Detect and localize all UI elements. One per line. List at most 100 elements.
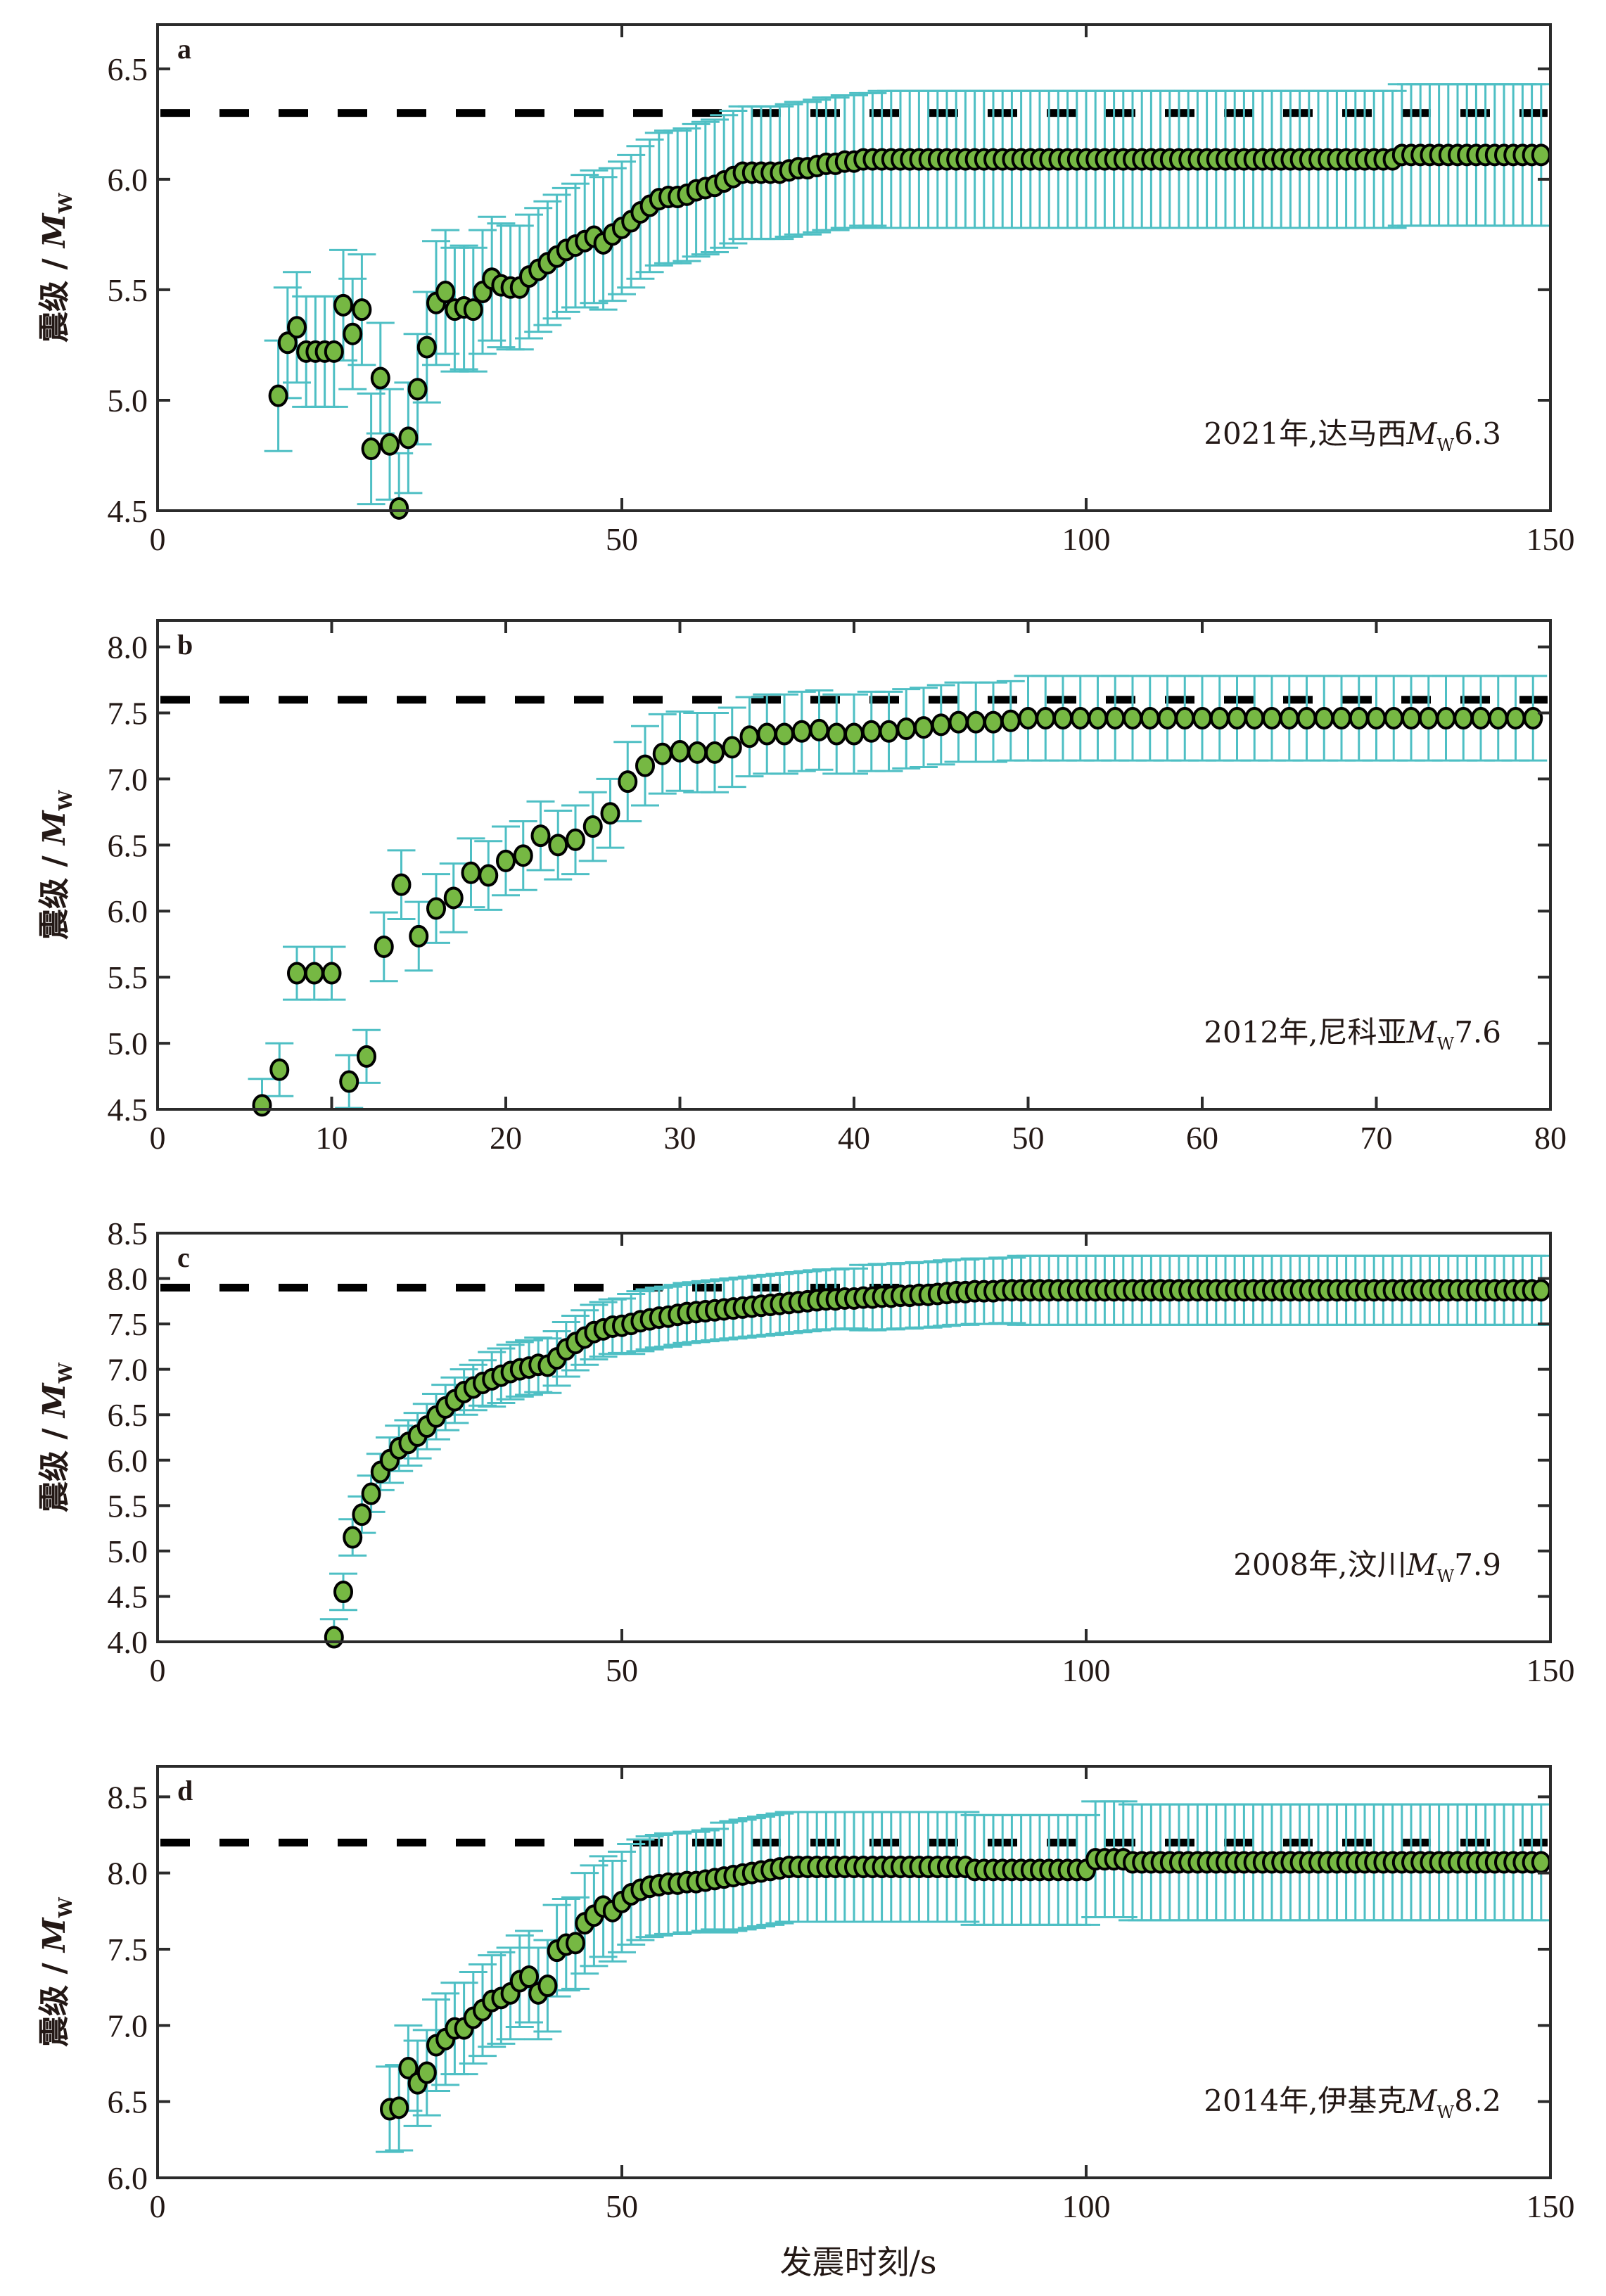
data-point	[252, 1094, 272, 1117]
data-point	[948, 710, 969, 734]
data-point	[416, 336, 437, 359]
y-tick-label: 4.5	[108, 493, 148, 529]
y-tick-label: 6.5	[108, 1397, 148, 1433]
panel-c: 0 50 100 150 4.0 4.5 5.0 5.5 6.0 6.5 7.0 7.5 8.0 8.5 c…	[37, 1216, 1575, 1688]
y-axis-label-symbol: M	[37, 1917, 72, 1953]
data-point	[1401, 707, 1421, 729]
y-axis-label-symbol: M	[37, 810, 72, 846]
data-point	[389, 2096, 409, 2119]
y-tick-label: 7.0	[108, 2008, 148, 2043]
y-tick-label: 4.5	[108, 1092, 148, 1128]
data-point	[618, 770, 638, 793]
data-point	[277, 331, 298, 355]
y-tick-label: 7.5	[108, 695, 148, 731]
panel-letter: a	[177, 33, 191, 65]
y-tick-label: 8.5	[108, 1216, 148, 1251]
data-point	[652, 742, 673, 765]
x-tick-label: 50	[1012, 1120, 1045, 1156]
magnitude-value: 6.3	[1454, 416, 1501, 451]
data-point	[1088, 707, 1108, 729]
magnitude-symbol: M	[1406, 1548, 1438, 1582]
data-point	[1523, 707, 1543, 729]
x-tick-label: 100	[1062, 1652, 1111, 1688]
y-axis-label: 震级 / MW	[37, 789, 77, 939]
panel-letter: c	[177, 1242, 190, 1273]
magnitude-symbol: M	[1406, 1015, 1438, 1050]
data-point	[333, 1580, 353, 1603]
data-point	[287, 962, 307, 985]
data-point	[1140, 707, 1160, 729]
data-point	[357, 1045, 376, 1068]
y-tick-label: 6.0	[108, 893, 148, 929]
data-point	[896, 718, 917, 741]
magnitude-subscript: W	[1437, 2103, 1455, 2122]
data-point	[1070, 707, 1090, 729]
marker-layer	[324, 1279, 1551, 1649]
y-axis-label-subscript: W	[56, 1896, 77, 1918]
event-annotation: 2021年,达马西MW6.3	[1204, 416, 1501, 455]
data-point	[426, 897, 446, 920]
magnitude-subscript: W	[1437, 435, 1455, 455]
data-point	[1296, 707, 1317, 729]
event-name: 2021年,达马西	[1204, 416, 1406, 451]
data-point	[370, 366, 390, 390]
data-point	[548, 834, 568, 857]
y-axis-label-text: 震级 /	[37, 845, 72, 940]
data-point	[1053, 707, 1073, 729]
y-axis-label-text: 震级 /	[37, 248, 72, 343]
y-axis-label: 震级 / MW	[37, 192, 77, 342]
data-point	[1192, 707, 1212, 729]
magnitude-value: 8.2	[1454, 2084, 1501, 2118]
magnitude-value: 7.6	[1454, 1015, 1501, 1050]
axes-frame	[156, 23, 1552, 512]
y-tick-label: 6.0	[108, 2160, 148, 2196]
data-point	[389, 497, 409, 520]
y-tick-label: 5.5	[108, 1488, 148, 1524]
x-tick-label: 10	[316, 1120, 348, 1156]
data-point	[1157, 707, 1178, 729]
event-annotation: 2014年,伊基克MW8.2	[1204, 2084, 1501, 2122]
data-point	[1244, 707, 1265, 729]
data-point	[566, 828, 585, 851]
data-point	[1418, 707, 1439, 729]
data-layer	[319, 1254, 1550, 1642]
data-point	[1471, 707, 1491, 729]
data-point	[374, 935, 394, 958]
marker-layer	[380, 1848, 1551, 2121]
data-point	[361, 438, 381, 461]
axes-frame	[156, 1232, 1552, 1643]
data-point	[380, 433, 400, 456]
data-point	[966, 710, 986, 734]
x-tick-label: 80	[1534, 1120, 1567, 1156]
y-tick-label: 5.5	[108, 959, 148, 995]
data-point	[352, 1503, 372, 1526]
x-tick-label: 60	[1186, 1120, 1218, 1156]
data-point	[670, 739, 690, 763]
panel-letter: b	[177, 629, 193, 661]
x-tick-label: 50	[606, 521, 638, 557]
y-axis-label-symbol: M	[37, 212, 72, 249]
event-name: 2012年,尼科亚	[1204, 1015, 1406, 1050]
data-point	[407, 378, 428, 401]
data-point	[635, 754, 655, 777]
data-point	[409, 924, 429, 948]
data-point	[722, 736, 742, 759]
data-point	[513, 844, 533, 867]
data-point	[1035, 707, 1056, 729]
y-axis-label-symbol: M	[37, 1382, 72, 1419]
data-point	[844, 722, 864, 746]
x-tick-label: 50	[606, 1652, 638, 1688]
data-point	[398, 2057, 419, 2079]
data-point	[1227, 707, 1247, 729]
data-point	[861, 720, 881, 743]
event-name: 2008年,汶川	[1233, 1548, 1406, 1582]
data-point	[1531, 1851, 1551, 1874]
data-point	[1384, 707, 1404, 729]
y-tick-label: 8.0	[108, 1261, 148, 1297]
x-tick-label: 0	[150, 2188, 166, 2224]
data-point	[321, 962, 342, 985]
y-tick-label: 8.0	[108, 1856, 148, 1892]
y-tick-label: 7.0	[108, 1352, 148, 1388]
